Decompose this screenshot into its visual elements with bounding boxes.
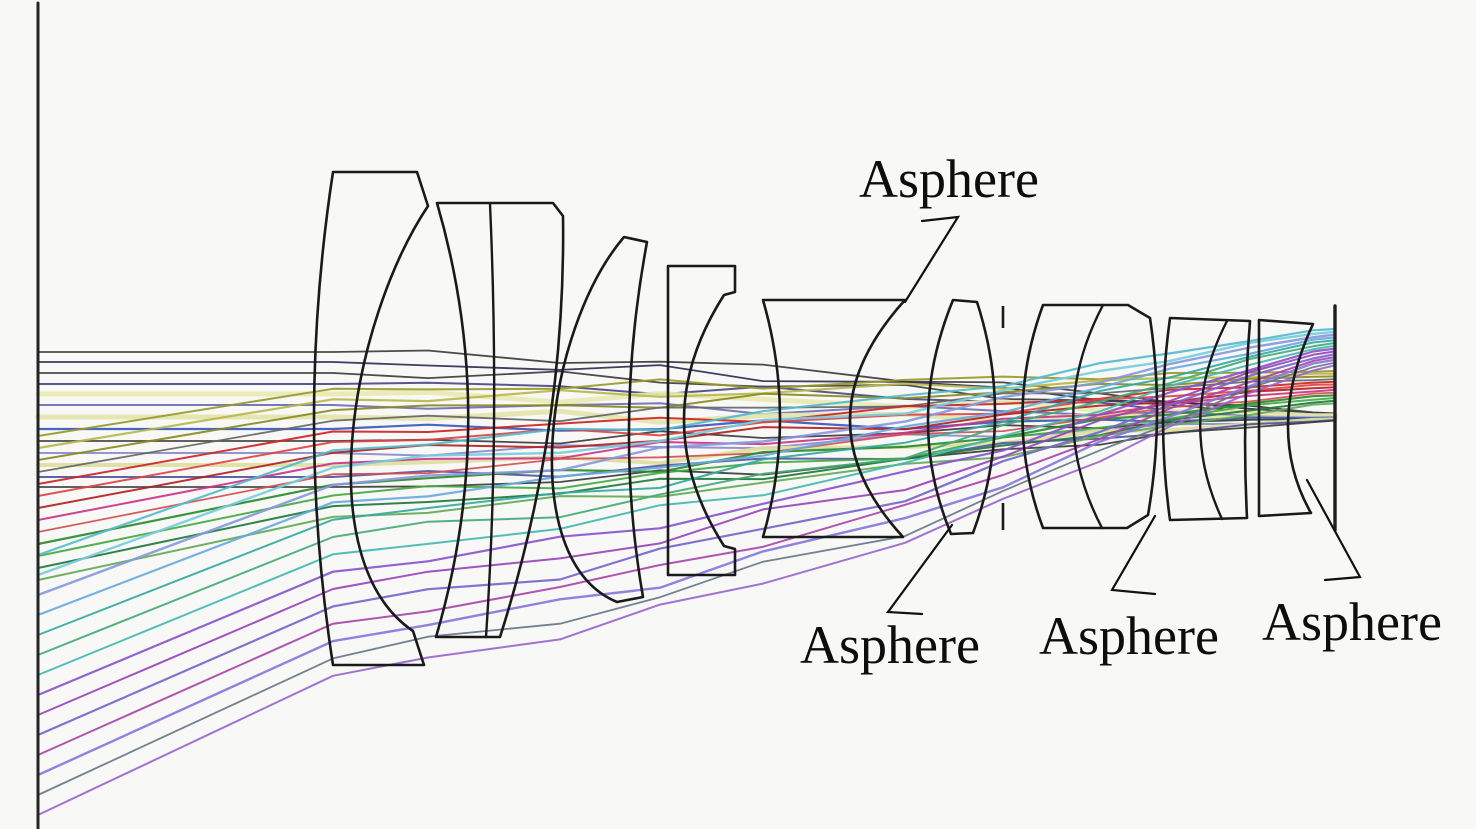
outer-field-bundle-ray — [37, 364, 1336, 816]
lens-elements — [36, 1, 1337, 829]
mid-field-bundle-ray — [36, 394, 1337, 546]
asphere-label: Asphere — [859, 149, 1039, 209]
element-5 — [761, 298, 907, 539]
mid-field-bundle-ray — [37, 388, 1336, 521]
element-3 — [550, 235, 649, 604]
outer-field-bundle-ray — [36, 353, 1337, 737]
mid-field-bundle-ray — [37, 375, 1336, 461]
element-2 — [434, 201, 565, 639]
element-7 — [1021, 303, 1159, 530]
element-9 — [1257, 318, 1315, 518]
mid-field-bundle-ray — [37, 391, 1336, 533]
asphere-label: Asphere — [1039, 606, 1219, 666]
outer-field-bundle-ray — [36, 347, 1337, 697]
outer-field-bundle-ray — [36, 327, 1337, 557]
outer-field-bundle-ray — [37, 342, 1336, 656]
element-1 — [312, 170, 430, 667]
outer-field-bundle-ray — [36, 358, 1337, 777]
ray-bundles — [35, 327, 1338, 816]
element-8-cement — [1198, 319, 1229, 521]
asphere-label: Asphere — [800, 615, 980, 675]
asphere-annotations: Asphere Asphere Asphere Asphere — [800, 149, 1442, 675]
asphere-leader-line — [1305, 478, 1362, 582]
outer-field-bundle-ray — [37, 361, 1336, 796]
outer-field-bundle-ray — [36, 336, 1337, 617]
element-4 — [666, 264, 737, 577]
asphere-leader-line — [903, 215, 961, 304]
asphere-label: Asphere — [1262, 592, 1442, 652]
asphere-leader-line — [885, 523, 954, 616]
axial-bundle-ray — [37, 361, 1336, 415]
outer-field-bundle-ray — [37, 350, 1336, 716]
outer-field-bundle-ray — [36, 333, 1337, 597]
mid-field-bundle-ray — [36, 372, 1337, 450]
element-8 — [1161, 316, 1252, 522]
asphere-leader-line — [1110, 514, 1157, 596]
outer-field-bundle-ray — [37, 339, 1336, 636]
outer-field-bundle-ray — [37, 344, 1336, 676]
element-7-cement — [1072, 303, 1105, 530]
outer-field-bundle-ray — [37, 356, 1336, 756]
outer-field-bundle-ray — [36, 330, 1337, 577]
element-6 — [926, 298, 997, 536]
element-2-cement — [484, 202, 496, 639]
